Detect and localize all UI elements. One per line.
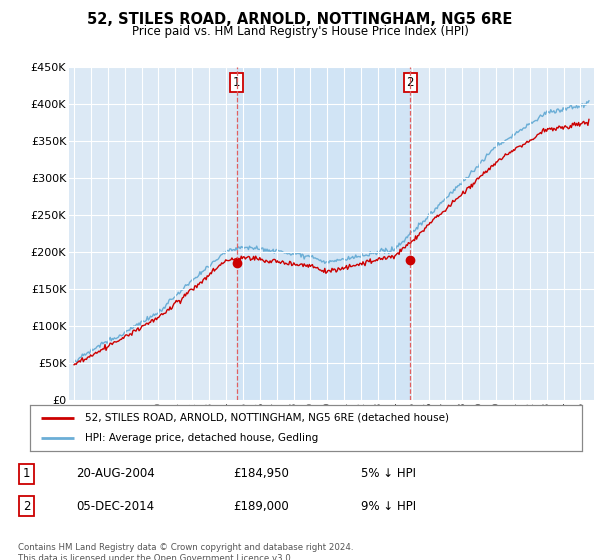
Text: 52, STILES ROAD, ARNOLD, NOTTINGHAM, NG5 6RE (detached house): 52, STILES ROAD, ARNOLD, NOTTINGHAM, NG5… [85, 413, 449, 423]
Text: £184,950: £184,950 [233, 467, 289, 480]
Text: HPI: Average price, detached house, Gedling: HPI: Average price, detached house, Gedl… [85, 433, 319, 443]
Text: 9% ↓ HPI: 9% ↓ HPI [361, 500, 416, 513]
Text: 1: 1 [23, 467, 30, 480]
Text: 05-DEC-2014: 05-DEC-2014 [76, 500, 154, 513]
Text: 5% ↓ HPI: 5% ↓ HPI [361, 467, 416, 480]
Text: 2: 2 [23, 500, 30, 513]
Text: Price paid vs. HM Land Registry's House Price Index (HPI): Price paid vs. HM Land Registry's House … [131, 25, 469, 38]
Text: 20-AUG-2004: 20-AUG-2004 [76, 467, 155, 480]
Text: Contains HM Land Registry data © Crown copyright and database right 2024.
This d: Contains HM Land Registry data © Crown c… [18, 543, 353, 560]
Text: 1: 1 [233, 76, 241, 89]
Text: 2: 2 [407, 76, 414, 89]
Text: £189,000: £189,000 [233, 500, 289, 513]
Text: 52, STILES ROAD, ARNOLD, NOTTINGHAM, NG5 6RE: 52, STILES ROAD, ARNOLD, NOTTINGHAM, NG5… [88, 12, 512, 27]
Bar [237, 67, 410, 400]
